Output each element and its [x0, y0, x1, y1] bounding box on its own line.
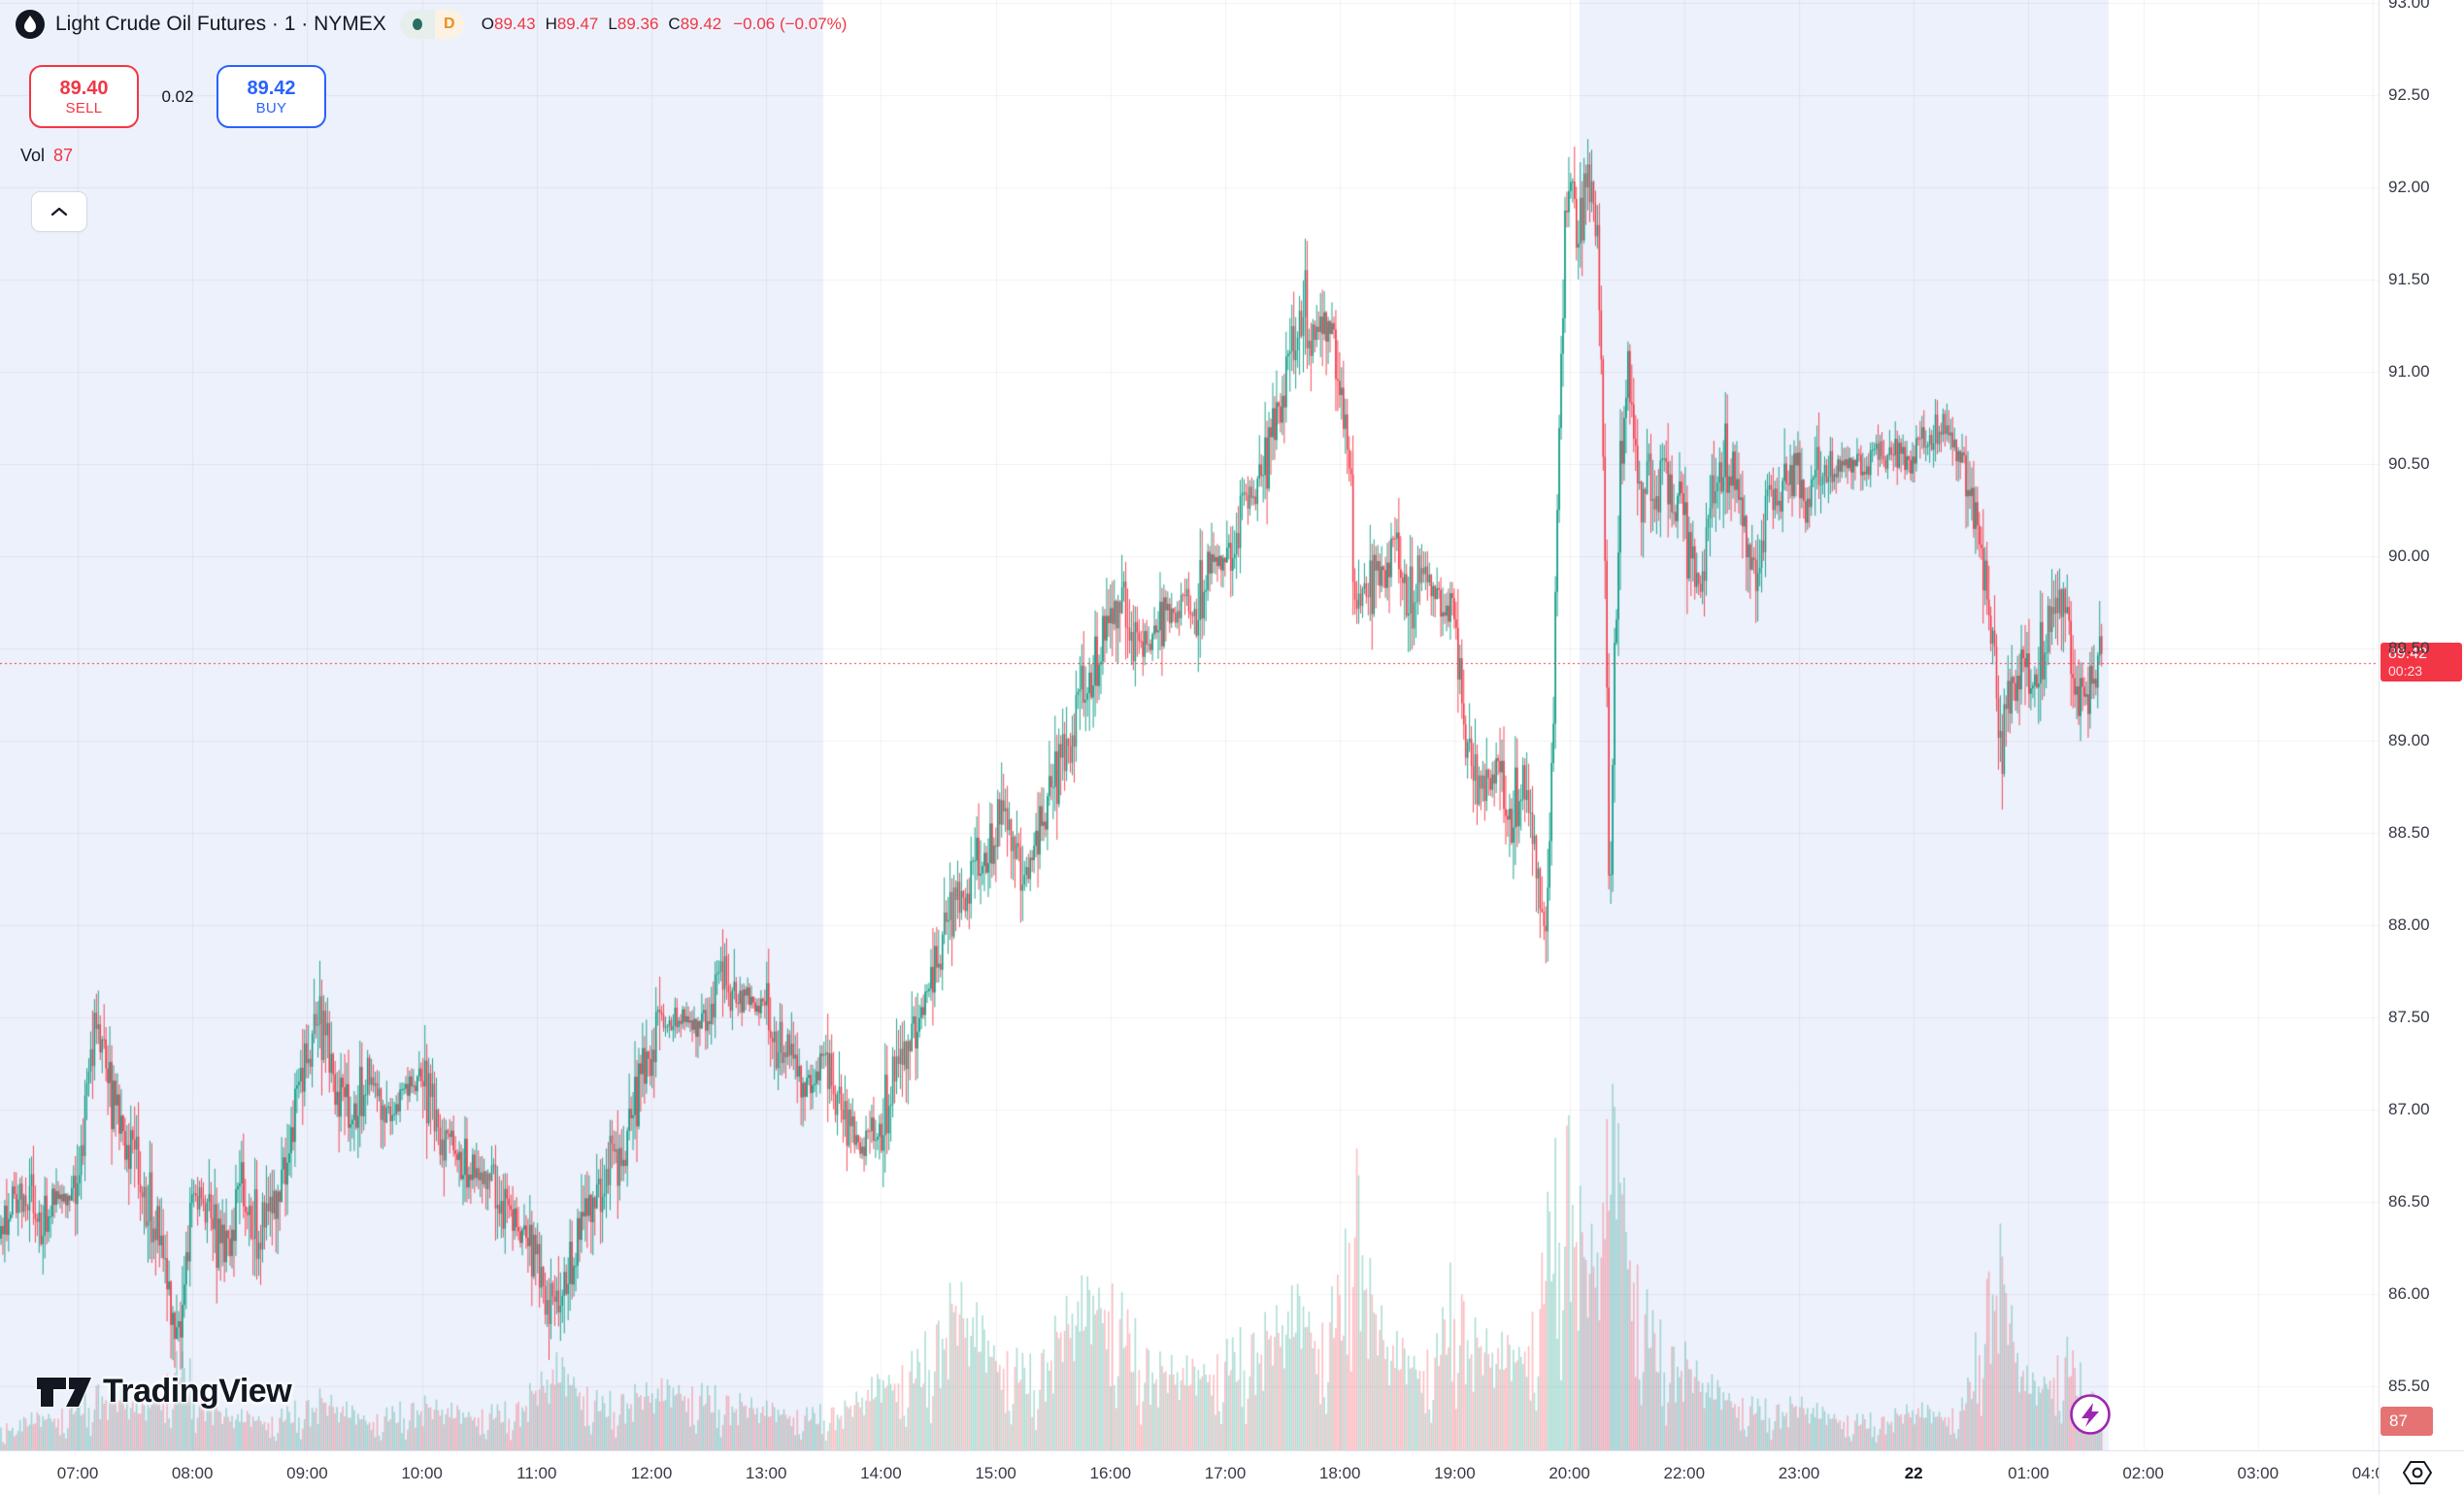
price-axis-label: 87.50 [2388, 1008, 2430, 1026]
time-axis-label: 13:00 [745, 1464, 787, 1482]
time-axis-label: 02:00 [2122, 1464, 2164, 1482]
ohlc-close: C89.42 [668, 15, 722, 33]
sell-label: SELL [65, 99, 103, 116]
time-axis-label: 18:00 [1318, 1464, 1361, 1482]
price-axis-label: 90.50 [2388, 454, 2430, 473]
buy-button[interactable]: 89.42 BUY [216, 65, 326, 128]
ohlc-low: L89.36 [608, 15, 659, 33]
dividends-flag: D [434, 10, 464, 39]
price-axis-label: 88.00 [2388, 915, 2430, 934]
realtime-lightning-button[interactable] [2068, 1392, 2113, 1437]
price-axis-label: 85.50 [2388, 1377, 2430, 1395]
tradingview-logo-text: TradingView [103, 1373, 292, 1410]
time-axis-label: 22:00 [1663, 1464, 1706, 1482]
symbol-oil-logo-icon [16, 10, 45, 39]
price-change: −0.06 (−0.07%) [733, 15, 848, 33]
time-axis-label: 08:00 [171, 1464, 214, 1482]
ohlc-values: O89.43 H89.47 L89.36 C89.42 −0.06 (−0.07… [482, 15, 848, 34]
sell-price: 89.40 [59, 77, 109, 99]
time-axis-label: 03:00 [2237, 1464, 2280, 1482]
time-axis-label: 04:00 [2351, 1464, 2379, 1482]
time-axis-label: 12:00 [630, 1464, 673, 1482]
time-axis-label: 17:00 [1204, 1464, 1247, 1482]
price-axis-label: 93.00 [2388, 0, 2430, 12]
symbol-legend: Light Crude Oil Futures · 1 · NYMEX D O8… [16, 6, 847, 43]
last-price-value: 89.42 [2388, 646, 2428, 663]
price-axis-label: 86.50 [2388, 1192, 2430, 1211]
market-status-segment [399, 10, 435, 39]
volume-study-row: Vol 87 [20, 146, 73, 166]
volume-study-value: 87 [53, 146, 74, 165]
ohlc-high: H89.47 [545, 15, 599, 33]
price-axis-label: 91.00 [2388, 362, 2430, 381]
last-price-badge: 89.42 00:23 [2381, 643, 2462, 682]
market-status-pill[interactable]: D [399, 10, 464, 39]
time-axis-label: 22 [1904, 1464, 1923, 1482]
lightning-bolt-icon [2081, 1403, 2099, 1427]
time-axis-label: 07:00 [56, 1464, 99, 1482]
symbol-title[interactable]: Light Crude Oil Futures · 1 · NYMEX [55, 13, 386, 35]
price-axis-label: 86.00 [2388, 1284, 2430, 1303]
time-axis-label: 23:00 [1778, 1464, 1820, 1482]
time-axis-label: 10:00 [401, 1464, 443, 1482]
scale-settings-icon[interactable] [2402, 1459, 2433, 1486]
spread-value: 0.02 [161, 86, 194, 106]
sell-button[interactable]: 89.40 SELL [29, 65, 139, 128]
ohlc-open: O89.43 [481, 15, 536, 33]
time-axis-label: 01:00 [2008, 1464, 2049, 1482]
time-scale[interactable]: 07:00 08:00 09:00 10:00 11:00 12:00 13:00 14:00… [0, 1450, 2379, 1495]
time-axis-label: 09:00 [286, 1464, 328, 1482]
price-scale[interactable]: 89.42 00:23 87 93.00 92.50 92.00 91.50 91.00… [2379, 0, 2464, 1450]
time-axis-label: 15:00 [975, 1464, 1016, 1482]
collapse-legend-button[interactable] [31, 191, 87, 232]
price-axis-label: 92.50 [2388, 85, 2430, 104]
price-axis-label: 92.00 [2388, 178, 2430, 196]
time-axis-label: 20:00 [1548, 1464, 1590, 1482]
chevron-up-icon [50, 207, 68, 216]
volume-study-label: Vol [20, 146, 46, 165]
price-axis-label: 88.50 [2388, 823, 2430, 842]
scales-corner-cell [2379, 1450, 2464, 1495]
bar-countdown: 00:23 [2388, 663, 2423, 680]
price-axis-label: 91.50 [2388, 270, 2430, 288]
tradingview-watermark[interactable]: TradingView [35, 1373, 292, 1411]
market-open-dot-icon [412, 18, 422, 30]
price-axis-label: 89.00 [2388, 731, 2430, 749]
buy-price: 89.42 [247, 77, 296, 99]
time-axis-label: 14:00 [860, 1464, 902, 1482]
price-axis-label: 87.00 [2388, 1100, 2430, 1118]
price-axis-label: 90.00 [2388, 547, 2430, 565]
buy-label: BUY [255, 99, 287, 116]
tradingview-logo-icon [36, 1376, 93, 1408]
time-axis-label: 16:00 [1089, 1464, 1132, 1482]
price-axis-label: 89.50 [2388, 639, 2430, 657]
time-axis-label: 11:00 [516, 1464, 557, 1482]
candlestick-chart-canvas[interactable] [0, 0, 2379, 1450]
trade-panel: 89.40 SELL 0.02 89.42 BUY [29, 65, 326, 128]
time-axis-label: 19:00 [1434, 1464, 1476, 1482]
volume-value-badge: 87 [2381, 1407, 2433, 1436]
